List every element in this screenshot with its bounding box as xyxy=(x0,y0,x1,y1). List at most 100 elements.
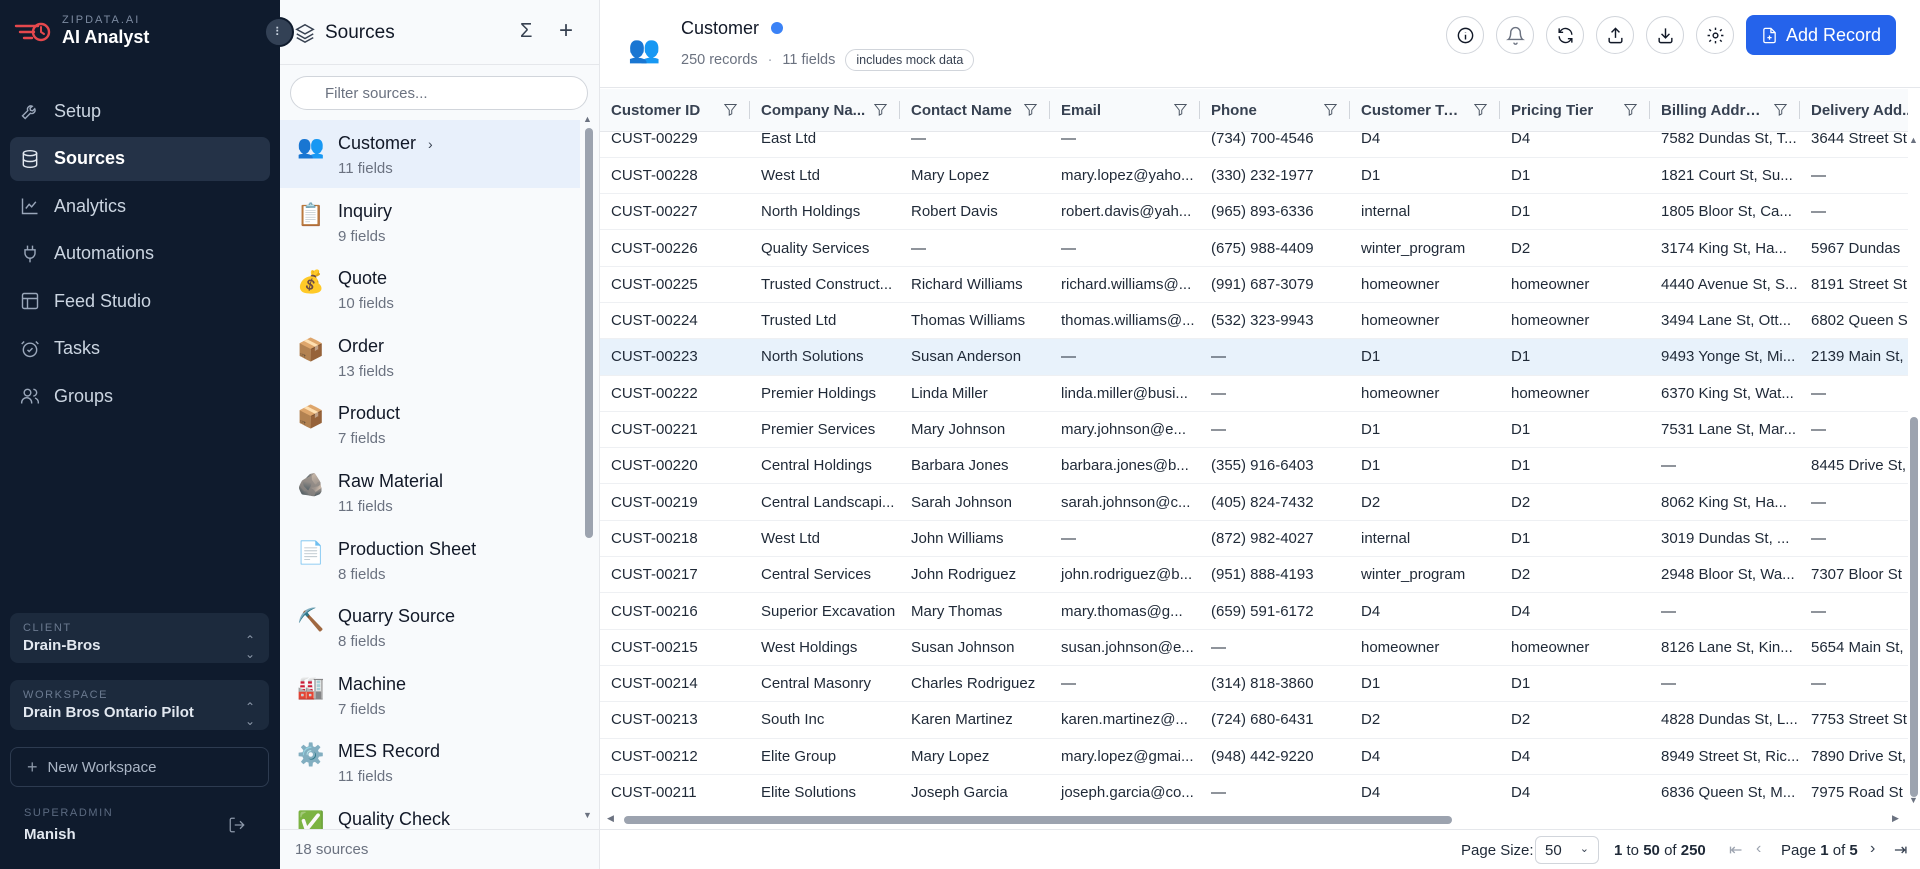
table-cell[interactable]: thomas.williams@... xyxy=(1050,302,1200,340)
add-source-button[interactable]: + xyxy=(559,17,574,44)
table-cell[interactable]: West Ltd xyxy=(750,157,900,195)
table-cell[interactable]: (872) 982-4027 xyxy=(1200,520,1350,558)
table-cell[interactable]: South Inc xyxy=(750,701,900,739)
table-cell[interactable]: D1 xyxy=(1350,338,1500,376)
source-item-mes-record[interactable]: ⚙️ MES Record 11 fields xyxy=(280,728,580,796)
table-cell[interactable]: mary.lopez@gmai... xyxy=(1050,738,1200,775)
table-row[interactable]: CUST-00224 Trusted Ltd Thomas Williams thom… xyxy=(600,302,1908,340)
table-cell[interactable]: CUST-00211 xyxy=(600,774,750,808)
table-cell[interactable]: — xyxy=(1050,338,1200,376)
column-resize-handle[interactable] xyxy=(749,101,750,119)
table-cell[interactable]: — xyxy=(900,132,1050,158)
table-cell[interactable]: Mary Lopez xyxy=(900,157,1050,195)
nav-item-feed-studio[interactable]: Feed Studio xyxy=(10,279,270,323)
filter-funnel-icon[interactable] xyxy=(1023,102,1038,117)
table-cell[interactable]: Barbara Jones xyxy=(900,447,1050,485)
table-cell[interactable]: (355) 916-6403 xyxy=(1200,447,1350,485)
table-cell[interactable]: 8126 Lane St, Kin... xyxy=(1650,629,1800,666)
table-cell[interactable]: 6836 Queen St, M... xyxy=(1650,774,1800,808)
table-cell[interactable]: — xyxy=(1650,665,1800,703)
table-cell[interactable]: Thomas Williams xyxy=(900,302,1050,340)
next-page-button[interactable]: › xyxy=(1870,840,1876,857)
table-cell[interactable]: mary.thomas@g... xyxy=(1050,592,1200,630)
table-cell[interactable]: 3494 Lane St, Ott... xyxy=(1650,302,1800,340)
table-cell[interactable]: CUST-00214 xyxy=(600,665,750,703)
table-cell[interactable]: D4 xyxy=(1500,738,1650,775)
table-cell[interactable]: 3174 King St, Ha... xyxy=(1650,229,1800,267)
table-cell[interactable]: Central Landscapi... xyxy=(750,483,900,521)
table-cell[interactable]: CUST-00217 xyxy=(600,556,750,594)
table-cell[interactable]: winter_program xyxy=(1350,556,1500,594)
column-header[interactable]: Customer Type xyxy=(1350,89,1500,132)
table-cell[interactable]: 7975 Road St xyxy=(1800,774,1908,808)
scrollbar-thumb[interactable] xyxy=(624,816,1452,824)
table-cell[interactable]: — xyxy=(1800,665,1908,703)
table-cell[interactable]: internal xyxy=(1350,520,1500,558)
first-page-button[interactable]: ⇤ xyxy=(1729,842,1743,859)
table-cell[interactable]: Mary Lopez xyxy=(900,738,1050,775)
table-cell[interactable]: CUST-00213 xyxy=(600,701,750,739)
table-cell[interactable]: (532) 323-9943 xyxy=(1200,302,1350,340)
scrollbar-thumb[interactable] xyxy=(585,128,593,538)
table-cell[interactable]: CUST-00229 xyxy=(600,132,750,158)
table-cell[interactable]: D4 xyxy=(1500,774,1650,808)
filter-sources-input[interactable] xyxy=(290,76,588,110)
column-header[interactable]: Billing Address xyxy=(1650,89,1800,132)
table-cell[interactable]: D2 xyxy=(1500,556,1650,594)
table-cell[interactable]: Charles Rodriguez xyxy=(900,665,1050,703)
table-row[interactable]: CUST-00211 Elite Solutions Joseph Garcia jo… xyxy=(600,774,1908,808)
table-cell[interactable]: CUST-00226 xyxy=(600,229,750,267)
table-cell[interactable]: 6802 Queen S xyxy=(1800,302,1908,340)
table-cell[interactable]: Elite Group xyxy=(750,738,900,775)
table-row[interactable]: CUST-00213 South Inc Karen Martinez karen.m… xyxy=(600,701,1908,739)
column-header[interactable]: Phone xyxy=(1200,89,1350,132)
table-cell[interactable]: D1 xyxy=(1500,520,1650,558)
filter-funnel-icon[interactable] xyxy=(1623,102,1638,117)
column-resize-handle[interactable] xyxy=(1349,101,1350,119)
notifications-button[interactable] xyxy=(1496,16,1534,54)
table-cell[interactable]: 2139 Main St, xyxy=(1800,338,1908,376)
nav-item-groups[interactable]: Groups xyxy=(10,374,270,418)
new-workspace-button[interactable]: + New Workspace xyxy=(10,747,269,787)
table-cell[interactable]: homeowner xyxy=(1350,302,1500,340)
table-cell[interactable]: Premier Services xyxy=(750,411,900,449)
table-row[interactable]: CUST-00227 North Holdings Robert Davis robe… xyxy=(600,193,1908,231)
table-cell[interactable]: D1 xyxy=(1500,157,1650,195)
table-cell[interactable]: D1 xyxy=(1350,157,1500,195)
table-cell[interactable]: sarah.johnson@c... xyxy=(1050,483,1200,521)
table-cell[interactable]: barbara.jones@b... xyxy=(1050,447,1200,485)
scroll-down-icon[interactable]: ▼ xyxy=(583,810,592,820)
table-cell[interactable]: homeowner xyxy=(1350,266,1500,303)
table-cell[interactable]: Susan Anderson xyxy=(900,338,1050,376)
client-selector[interactable]: CLIENT Drain-Bros ⌃ ⌄ xyxy=(10,613,269,663)
column-header[interactable]: Contact Name xyxy=(900,89,1050,132)
table-cell[interactable]: — xyxy=(1650,447,1800,485)
filter-funnel-icon[interactable] xyxy=(1773,102,1788,117)
table-cell[interactable]: CUST-00227 xyxy=(600,193,750,231)
table-cell[interactable]: (991) 687-3079 xyxy=(1200,266,1350,303)
table-cell[interactable]: richard.williams@... xyxy=(1050,266,1200,303)
column-resize-handle[interactable] xyxy=(1049,101,1050,119)
source-item-production-sheet[interactable]: 📄 Production Sheet 8 fields xyxy=(280,526,580,594)
settings-button[interactable] xyxy=(1696,16,1734,54)
filter-funnel-icon[interactable] xyxy=(723,102,738,117)
filter-funnel-icon[interactable] xyxy=(1323,102,1338,117)
table-cell[interactable]: CUST-00218 xyxy=(600,520,750,558)
source-item-machine[interactable]: 🏭 Machine 7 fields xyxy=(280,661,580,729)
table-cell[interactable]: — xyxy=(1050,132,1200,158)
column-header[interactable]: Email xyxy=(1050,89,1200,132)
nav-item-automations[interactable]: Automations xyxy=(10,232,270,276)
table-cell[interactable]: homeowner xyxy=(1500,302,1650,340)
column-header[interactable]: Pricing Tier xyxy=(1500,89,1650,132)
table-cell[interactable]: mary.lopez@yaho... xyxy=(1050,157,1200,195)
table-cell[interactable]: linda.miller@busi... xyxy=(1050,375,1200,412)
table-cell[interactable]: (405) 824-7432 xyxy=(1200,483,1350,521)
table-cell[interactable]: homeowner xyxy=(1500,266,1650,303)
table-cell[interactable]: North Holdings xyxy=(750,193,900,231)
table-row[interactable]: CUST-00221 Premier Services Mary Johnson ma… xyxy=(600,411,1908,449)
table-cell[interactable]: 7531 Lane St, Mar... xyxy=(1650,411,1800,449)
source-item-inquiry[interactable]: 📋 Inquiry 9 fields xyxy=(280,188,580,256)
table-cell[interactable]: CUST-00224 xyxy=(600,302,750,340)
table-row[interactable]: CUST-00219 Central Landscapi... Sarah John… xyxy=(600,483,1908,521)
source-item-product[interactable]: 📦 Product 7 fields xyxy=(280,390,580,458)
